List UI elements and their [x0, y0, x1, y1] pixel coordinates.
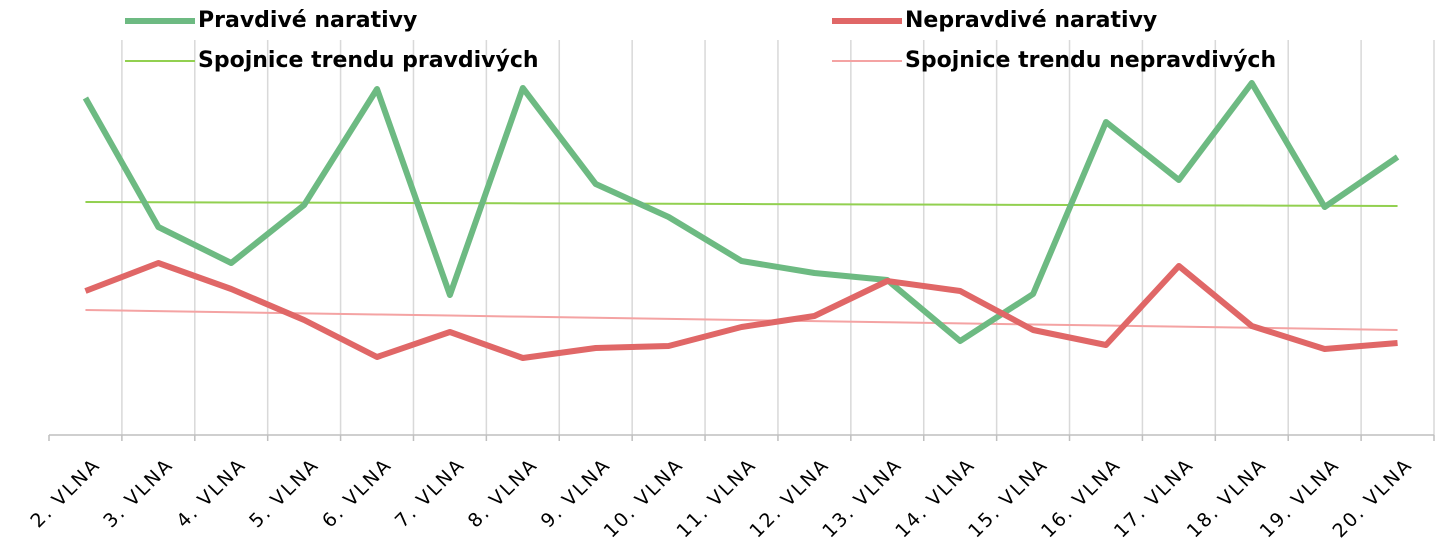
legend-label: Spojnice trendu pravdivých: [198, 48, 539, 73]
trend-line: [85, 309, 1398, 331]
legend-label: Nepravdivé narativy: [905, 8, 1157, 33]
legend-label: Spojnice trendu nepravdivých: [905, 48, 1276, 73]
x-tick-label: 7. VLNA: [391, 454, 469, 532]
x-tick-label: 2. VLNA: [26, 454, 104, 532]
trend-line: [85, 201, 1398, 207]
data-line: [82, 80, 1400, 344]
x-tick-label: 3. VLNA: [99, 454, 177, 532]
data-line: [84, 260, 1398, 361]
x-tick-label: 9. VLNA: [537, 454, 615, 532]
x-tick-label: 6. VLNA: [318, 454, 396, 532]
x-tick-label: 5. VLNA: [245, 454, 323, 532]
x-tick-label: 4. VLNA: [172, 454, 250, 532]
legend-label: Pravdivé narativy: [198, 8, 417, 33]
x-tick-label: 8. VLNA: [464, 454, 542, 532]
